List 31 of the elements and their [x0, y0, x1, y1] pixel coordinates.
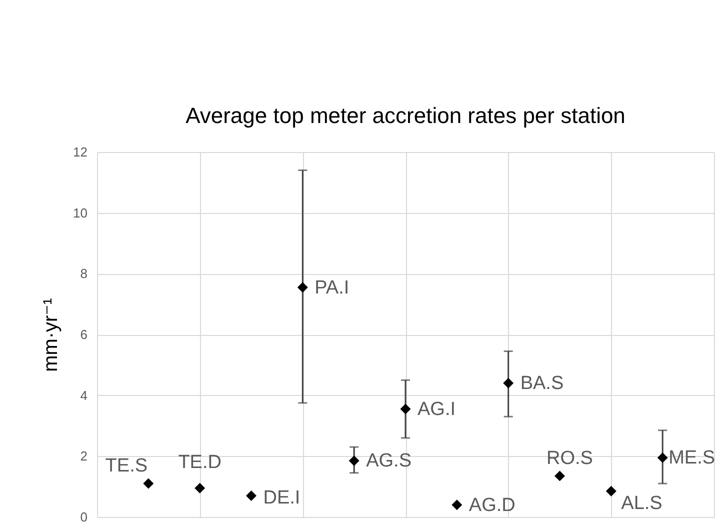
annotation: DE.I — [263, 488, 300, 509]
y-tick-label: 2 — [80, 448, 88, 464]
point — [657, 452, 668, 463]
point — [194, 482, 206, 494]
point — [143, 478, 154, 489]
y-tick-label: 4 — [80, 388, 88, 403]
annotation: AG.D — [468, 494, 516, 516]
annotation: AL.S — [621, 493, 662, 514]
y-tick-label: 12 — [73, 144, 88, 160]
point — [606, 486, 616, 496]
annotation: TE.D — [178, 452, 222, 474]
annotation: PA.I — [314, 277, 350, 298]
annotation: ME.S — [668, 448, 716, 469]
point — [452, 500, 462, 510]
annotation: RO.S — [546, 448, 593, 469]
point — [246, 490, 256, 501]
y-tick-label: 0 — [80, 510, 88, 524]
point — [348, 455, 360, 466]
annotation: AG.S — [366, 450, 412, 472]
annotation: TE.S — [105, 456, 148, 477]
point — [297, 282, 308, 293]
y-tick-label: 8 — [80, 266, 88, 282]
annotation: BA.S — [520, 373, 564, 394]
point — [400, 404, 411, 414]
annotation: AG.I — [418, 399, 456, 420]
point — [503, 378, 514, 388]
chart-title: Average top meter accretion rates per station — [186, 103, 626, 128]
point — [554, 470, 565, 482]
y-tick-label: 10 — [73, 205, 88, 220]
y-axis-title: mm·yr⁻¹ — [40, 298, 62, 372]
y-tick-label: 6 — [80, 327, 88, 342]
